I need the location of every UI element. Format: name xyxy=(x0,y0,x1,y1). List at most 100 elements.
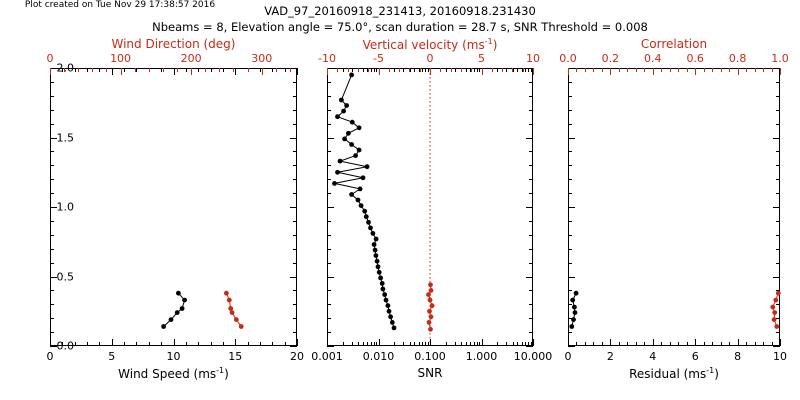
x-minor-tick xyxy=(678,342,680,346)
series-2-1 xyxy=(332,72,397,331)
x-top-minor-tick xyxy=(205,68,207,72)
series-1-1 xyxy=(161,290,188,329)
y-major-tick xyxy=(568,276,575,278)
y-major-tick xyxy=(526,137,533,139)
x-minor-tick xyxy=(99,342,101,346)
x-top-minor-tick xyxy=(337,68,339,72)
y-minor-tick xyxy=(568,262,572,264)
x-top-major-tick xyxy=(652,68,654,75)
x-major-tick xyxy=(695,339,697,346)
y-minor-tick xyxy=(776,193,780,195)
y-major-tick xyxy=(50,207,57,208)
y-minor-tick xyxy=(776,332,780,334)
y-minor-tick xyxy=(293,109,297,111)
y-minor-tick xyxy=(529,165,533,167)
y-tick-label: 0.0 xyxy=(56,339,75,353)
data-point xyxy=(346,130,351,136)
x-minor-tick xyxy=(247,342,249,346)
data-point xyxy=(569,324,575,329)
x-major-tick xyxy=(173,68,175,75)
x-minor-tick xyxy=(272,68,274,72)
x-top-tick-label: 200 xyxy=(180,52,202,65)
y-minor-tick xyxy=(776,109,780,111)
y-minor-tick xyxy=(568,151,572,153)
y-minor-tick xyxy=(293,290,297,292)
y-minor-tick xyxy=(776,123,780,125)
x-minor-tick xyxy=(476,68,478,72)
data-point xyxy=(182,297,188,303)
y-minor-tick xyxy=(529,193,533,195)
y-minor-tick xyxy=(293,151,297,153)
x-minor-tick xyxy=(521,68,523,72)
x-major-tick xyxy=(568,339,569,346)
data-point xyxy=(379,281,385,286)
x-top-minor-tick xyxy=(357,68,359,72)
y-minor-tick xyxy=(50,318,54,320)
x-top-minor-tick xyxy=(219,68,221,72)
y-major-tick xyxy=(327,276,334,278)
x-minor-tick xyxy=(506,342,508,346)
x-minor-tick xyxy=(445,342,447,346)
x-minor-tick xyxy=(210,342,212,346)
y-minor-tick xyxy=(293,234,297,236)
x-minor-tick xyxy=(584,342,586,346)
x-minor-tick xyxy=(394,342,395,346)
data-point xyxy=(383,297,389,303)
y-minor-tick xyxy=(50,95,54,97)
x-top-minor-tick xyxy=(593,68,595,72)
x-tick-label: 0.001 xyxy=(311,350,343,363)
x-minor-tick xyxy=(403,68,405,72)
x-minor-tick xyxy=(342,68,344,72)
x-top-tick-label: -10 xyxy=(318,52,336,65)
series-3-2 xyxy=(770,290,781,329)
data-point xyxy=(773,297,779,303)
x-major-tick xyxy=(378,339,380,346)
x-top-minor-tick xyxy=(148,68,150,72)
y-minor-tick xyxy=(529,304,533,306)
y-minor-tick xyxy=(776,179,780,181)
x-top-minor-tick xyxy=(522,68,524,72)
x-top-minor-tick xyxy=(601,68,603,72)
x-minor-tick xyxy=(62,342,64,346)
x-axis-title: Residual (ms-1) xyxy=(629,366,719,381)
x-major-tick xyxy=(533,339,534,346)
data-point xyxy=(364,164,370,170)
x-top-minor-tick xyxy=(661,68,663,72)
x-tick-label: 2 xyxy=(606,350,614,363)
y-major-tick xyxy=(526,207,533,208)
y-minor-tick xyxy=(529,318,533,320)
plot-title-line-1: VAD_97_20160918_231413, 20160918.231430 xyxy=(264,4,536,18)
x-minor-tick xyxy=(465,342,467,346)
y-minor-tick xyxy=(293,220,297,222)
data-point xyxy=(362,208,368,214)
data-point xyxy=(385,303,391,309)
x-tick-label: 15 xyxy=(228,350,243,363)
data-point xyxy=(355,197,361,203)
x-major-tick xyxy=(327,339,328,346)
x-minor-tick xyxy=(99,68,101,72)
y-minor-tick xyxy=(50,193,54,195)
x-top-minor-tick xyxy=(450,68,452,72)
y-minor-tick xyxy=(327,179,331,181)
x-top-minor-tick xyxy=(368,68,370,72)
x-top-tick-label: 0.0 xyxy=(559,52,577,65)
y-minor-tick xyxy=(50,234,54,236)
x-minor-tick xyxy=(470,342,472,346)
x-top-major-tick xyxy=(191,68,193,75)
plot-title-line-2: Nbeams = 8, Elevation angle = 75.0°, sca… xyxy=(152,20,648,34)
y-minor-tick xyxy=(50,81,54,83)
x-minor-tick xyxy=(763,342,765,346)
data-point xyxy=(179,306,185,311)
y-minor-tick xyxy=(529,109,533,111)
y-minor-tick xyxy=(568,193,572,195)
data-point xyxy=(572,304,577,310)
x-minor-tick xyxy=(601,342,603,346)
y-minor-tick xyxy=(568,95,572,97)
panel-residual-correlation xyxy=(568,68,780,346)
data-point xyxy=(428,282,433,288)
x-top-minor-tick xyxy=(177,68,179,72)
y-minor-tick xyxy=(293,81,297,83)
y-minor-tick xyxy=(568,179,572,181)
x-major-tick xyxy=(737,339,739,346)
